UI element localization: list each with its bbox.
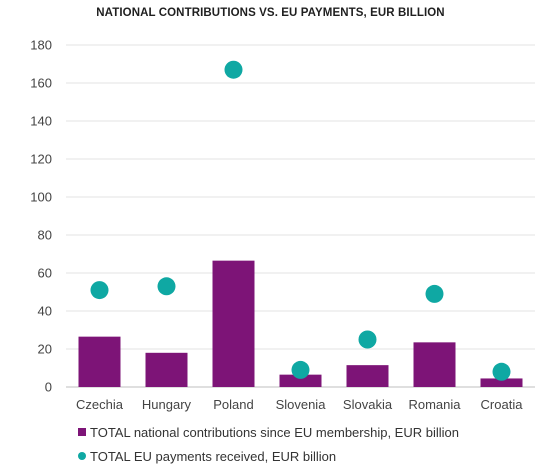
x-tick-label: Slovakia xyxy=(343,397,393,412)
point xyxy=(90,281,109,300)
legend-item-contributions: TOTAL national contributions since EU me… xyxy=(78,420,459,444)
x-tick-label: Hungary xyxy=(142,397,192,412)
x-tick-label: Croatia xyxy=(481,397,524,412)
point xyxy=(224,60,243,79)
point xyxy=(492,362,511,381)
x-tick-label: Slovenia xyxy=(276,397,327,412)
bar xyxy=(279,374,322,387)
y-tick-label: 0 xyxy=(45,380,52,395)
chart-legend: TOTAL national contributions since EU me… xyxy=(78,420,459,468)
chart-title: NATIONAL CONTRIBUTIONS VS. EU PAYMENTS, … xyxy=(96,7,445,19)
bar xyxy=(78,336,121,387)
x-tick-label: Czechia xyxy=(76,397,124,412)
bar xyxy=(145,352,188,387)
point xyxy=(425,284,444,303)
legend-label-eu-payments: TOTAL EU payments received, EUR billion xyxy=(90,448,337,464)
y-tick-label: 140 xyxy=(30,114,52,129)
point xyxy=(291,360,310,379)
legend-swatch-contributions xyxy=(78,428,86,436)
bar xyxy=(480,378,523,387)
legend-item-eu-payments: TOTAL EU payments received, EUR billion xyxy=(78,444,459,468)
y-tick-label: 20 xyxy=(38,342,52,357)
point xyxy=(157,277,176,296)
y-tick-label: 160 xyxy=(30,76,52,91)
y-tick-label: 100 xyxy=(30,190,52,205)
y-tick-label: 60 xyxy=(38,266,52,281)
y-tick-label: 180 xyxy=(30,38,52,53)
y-tick-label: 40 xyxy=(38,304,52,319)
y-tick-label: 120 xyxy=(30,152,52,167)
x-tick-label: Romania xyxy=(408,397,461,412)
point xyxy=(358,330,377,349)
legend-label-contributions: TOTAL national contributions since EU me… xyxy=(90,424,459,440)
legend-swatch-eu-payments xyxy=(78,452,86,460)
y-tick-label: 80 xyxy=(38,228,52,243)
bar xyxy=(212,260,255,387)
x-tick-label: Poland xyxy=(213,397,253,412)
bar xyxy=(413,342,456,387)
bar xyxy=(346,365,389,387)
